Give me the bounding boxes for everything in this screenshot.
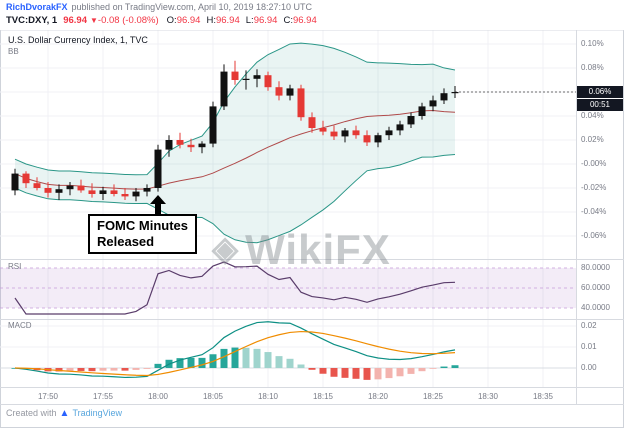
- ohlc-value: 96.94: [215, 15, 240, 26]
- ohlc-value: 96.94: [253, 15, 278, 26]
- ohlc-label: O:: [166, 15, 177, 26]
- bar-countdown-badge: 00:51: [577, 99, 623, 111]
- tradingview-logo-icon: ▲: [59, 408, 70, 419]
- publish-info-row: RichDvorakFX published on TradingView.com…: [6, 2, 312, 12]
- direction-down-icon: ▼: [90, 16, 98, 25]
- fomc-annotation: FOMC Minutes Released: [88, 214, 197, 254]
- annotation-line: FOMC Minutes: [97, 218, 188, 233]
- pane-title: U.S. Dollar Currency Index, 1, TVC: [8, 35, 148, 45]
- annotation-line: Released: [97, 234, 155, 249]
- symbol-name: TVC:DXY, 1: [6, 15, 58, 26]
- ohlc-value: 96.94: [176, 15, 201, 26]
- ohlc-label: C:: [283, 15, 293, 26]
- bb-indicator-label: BB: [8, 47, 19, 56]
- ohlc-item: C:96.94: [283, 15, 316, 26]
- ohlc-label: L:: [245, 15, 254, 26]
- last-price-badge: 0.06%: [577, 86, 623, 98]
- last-price: 96.94: [63, 15, 87, 26]
- annotation-arrow-icon: [150, 195, 166, 215]
- symbol-info-row: TVC:DXY, 1 96.94 ▼-0.08 (-0.08%) O:96.94 H:9…: [6, 15, 323, 26]
- author-link[interactable]: RichDvorakFX: [6, 2, 68, 12]
- ohlc-values: O:96.94 H:96.94 L:96.94 C:96.94: [167, 15, 323, 26]
- ohlc-value: 96.94: [292, 15, 317, 26]
- tradingview-brand-link[interactable]: TradingView: [72, 408, 122, 418]
- footer: Created with ▲ TradingView: [6, 408, 122, 419]
- created-with-text: Created with: [6, 408, 57, 418]
- published-text: published on TradingView.com, April 10, …: [71, 2, 313, 12]
- ohlc-item: H:96.94: [206, 15, 239, 26]
- ohlc-item: L:96.94: [246, 15, 278, 26]
- chart-header: RichDvorakFX published on TradingView.com…: [0, 0, 624, 30]
- ohlc-item: O:96.94: [167, 15, 201, 26]
- price-change: -0.08 (-0.08%): [97, 15, 159, 26]
- rsi-indicator-label: RSI: [8, 262, 22, 271]
- macd-indicator-label: MACD: [8, 321, 32, 330]
- ohlc-label: H:: [206, 15, 216, 26]
